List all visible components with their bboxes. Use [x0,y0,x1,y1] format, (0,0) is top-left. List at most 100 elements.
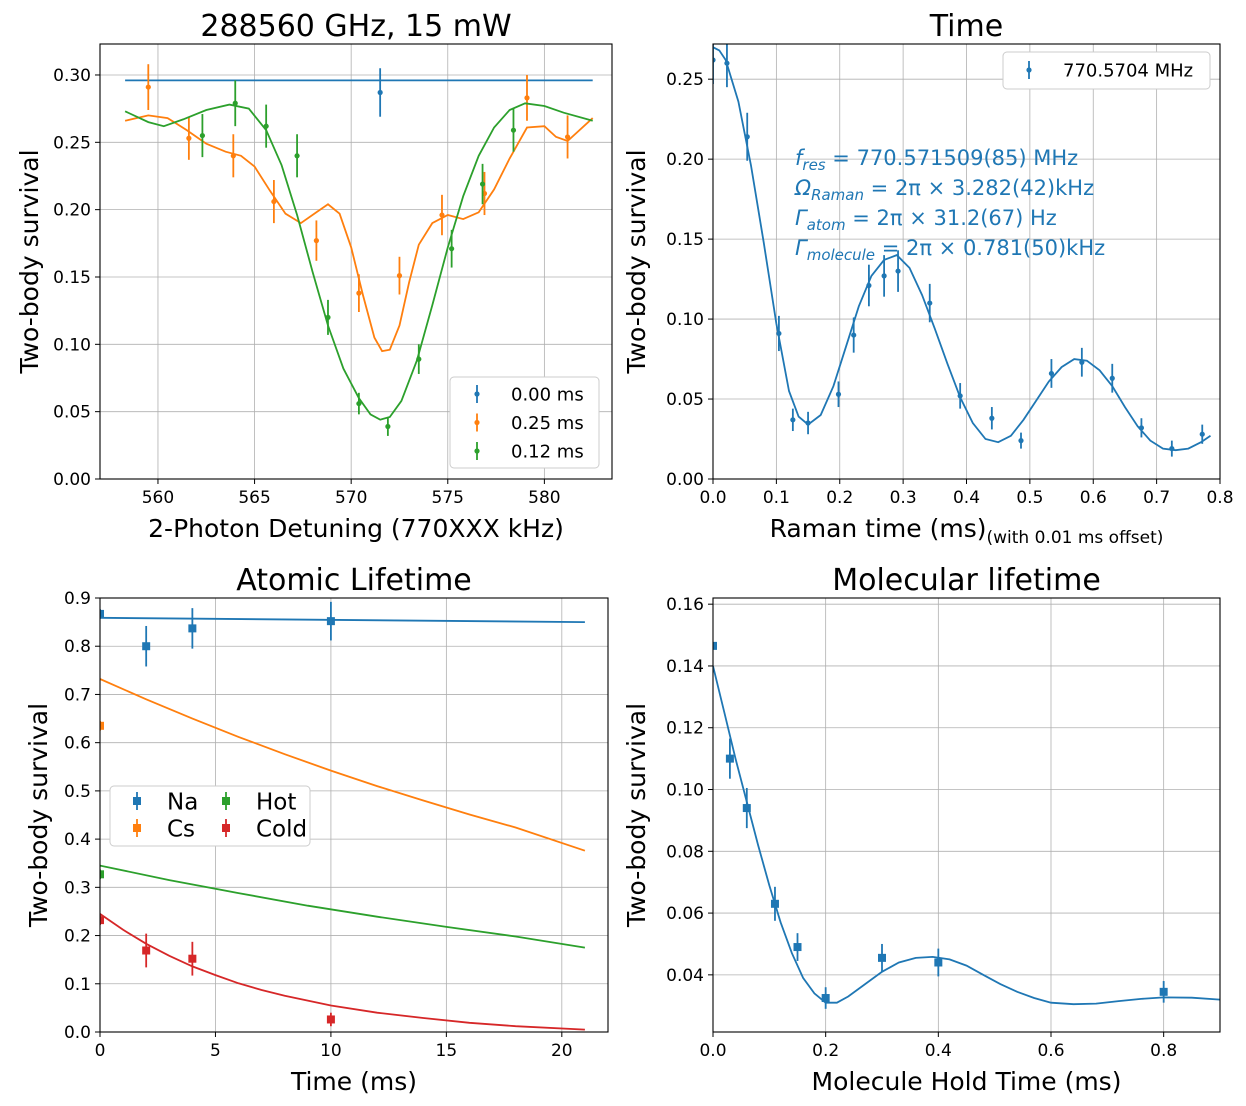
data-point [356,290,362,296]
y-tick-label: 0.05 [666,390,704,410]
legend-marker [133,824,141,832]
legend-marker [474,419,480,426]
data-point [326,1015,335,1024]
legend-label: Cold [256,816,307,842]
x-axis-label: Raman time (ms)(with 0.01 ms offset) [770,514,1164,548]
x-tick-label: 15 [436,1041,458,1061]
chart-title: Atomic Lifetime [236,563,472,598]
data-point [188,624,197,633]
legend-box [109,785,311,847]
data-point [510,127,517,133]
x-tick-label: 565 [238,488,270,508]
chart-title: Molecular lifetime [832,563,1101,598]
x-tick-label: 20 [551,1041,573,1061]
data-point [1169,446,1175,452]
data-point [524,95,530,101]
legend-label: 770.5704 MHz [1063,60,1193,81]
data-point [294,153,300,159]
y-tick-label: 0.3 [64,878,91,898]
y-tick-label: 0.6 [64,734,91,754]
legend-marker [474,448,480,454]
legend-box [1002,51,1211,90]
data-point [895,268,901,274]
data-point [927,300,933,306]
data-point [770,899,779,908]
x-tick-label: 580 [528,488,560,508]
legend-marker [222,797,230,805]
chart-panel-3: 0 5 10 15 20 0.0 0.1 0.2 0.3 0.4 0.5 0.6 0.7 0.8 0.9 At… [24,563,609,1096]
series-0.25 ms [124,64,594,353]
y-tick-label: 0.14 [666,657,704,677]
data-point [713,57,716,63]
y-tick-label: 0.10 [666,781,704,801]
legend-marker [133,797,141,805]
y-tick-label: 0.8 [64,637,91,657]
series-Hot [100,864,586,949]
y-tick-label: 0.10 [666,310,704,330]
data-point [356,400,362,407]
data-point [142,946,151,955]
data-point [188,954,197,963]
data-point [100,916,104,925]
data-point [866,282,872,289]
x-tick-label: 0.4 [953,488,980,508]
fit-annotation: ΩRaman = 2π × 3.282(42)kHz [794,176,1094,204]
data-point [793,943,802,952]
data-point [725,754,734,763]
data-point [724,60,730,66]
data-point [835,391,842,397]
x-axis-label-text: 2-Photon Detuning (770XXX kHz) [148,514,564,543]
plot-frame [712,597,1221,1033]
data-point [790,417,796,423]
x-tick-label: 0.2 [812,1041,839,1061]
legend: 0.00 ms 0.25 ms 0.12 ms [449,376,600,469]
y-tick-label: 0.15 [666,230,704,250]
series-Cold [100,913,585,1031]
y-tick-label: 0.9 [64,589,91,609]
chart-panel-4: 0.0 0.2 0.4 0.6 0.8 0.04 0.06 0.08 0.10 0.12 0.14 0… [622,563,1221,1096]
y-tick-label: 0.00 [666,470,704,490]
x-axis-label: Molecule Hold Time (ms) [812,1067,1122,1096]
data-point [100,721,104,730]
y-tick-label: 0.1 [64,975,91,995]
data-point [142,642,151,651]
data-point [934,958,943,967]
data-point [1079,359,1085,365]
fit-annotation: fres = 770.571509(85) MHz [795,146,1078,174]
x-tick-label: 0.6 [1080,488,1107,508]
legend-marker [1026,67,1032,73]
data-point [881,273,887,279]
data-point [1159,987,1168,996]
y-tick-label: 0.4 [64,830,91,850]
fit-annotation: Γatom = 2π × 31.2(67) Hz [795,206,1057,234]
x-tick-label: 0.0 [699,1041,726,1061]
x-tick-label: 0.5 [1016,488,1043,508]
data-point [1048,370,1055,377]
chart-panel-2: 0.0 0.1 0.2 0.3 0.4 0.5 0.6 0.7 0.8 0.00 0.05 0.10 0… [622,9,1234,548]
series-Cs [100,678,586,852]
x-axis-label-text: Time (ms) [290,1067,417,1096]
x-tick-label: 570 [335,488,367,508]
x-tick-label: 0.7 [1143,488,1170,508]
fit-curve [100,864,586,949]
y-tick-label: 0.20 [666,150,704,170]
data-point [396,273,403,279]
legend-label: Na [167,789,198,815]
chart-panel-1: 560 565 570 575 580 0.00 0.05 0.10 0.15 0.20 0.25 0… [15,9,613,543]
y-tick-label: 0.0 [64,1023,91,1043]
x-tick-label: 0.3 [890,488,917,508]
x-tick-label: 0.8 [1206,488,1233,508]
chart-title: 288560 GHz, 15 mW [200,9,511,44]
fit-curve [713,665,1220,1006]
y-tick-label: 0.20 [53,201,91,221]
x-axis-label: 2-Photon Detuning (770XXX kHz) [148,514,564,543]
y-tick-label: 0.30 [53,66,91,86]
x-tick-label: 0 [95,1041,106,1061]
y-tick-label: 0.25 [53,133,91,153]
y-tick-label: 0.2 [64,927,91,947]
fit-curve [100,678,586,852]
x-tick-label: 0.8 [1150,1041,1177,1061]
data-point [989,415,995,421]
data-point [851,332,857,338]
